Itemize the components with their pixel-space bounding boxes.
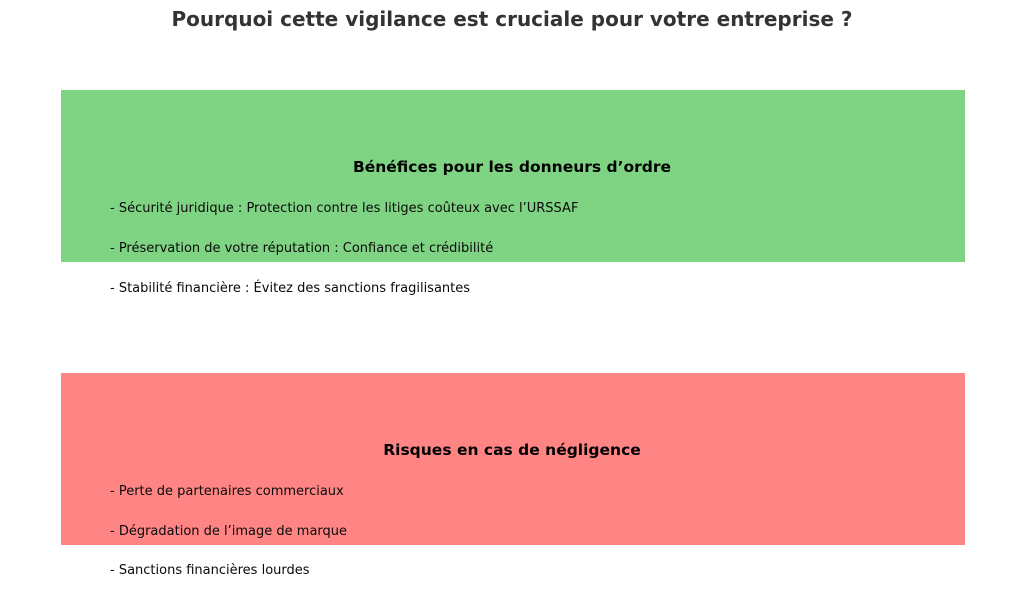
risks-item-1: - Perte de partenaires commerciaux bbox=[110, 484, 344, 499]
risks-item-3: - Sanctions financières lourdes bbox=[110, 563, 310, 578]
benefits-heading: Bénéfices pour les donneurs d’ordre bbox=[352, 158, 672, 176]
benefits-box bbox=[61, 90, 965, 262]
page-title: Pourquoi cette vigilance est cruciale po… bbox=[171, 7, 853, 31]
benefits-item-3: - Stabilité financière : Évitez des sanc… bbox=[110, 281, 471, 296]
benefits-item-2: - Préservation de votre réputation : Con… bbox=[110, 241, 494, 256]
risks-heading: Risques en cas de négligence bbox=[383, 441, 641, 459]
risks-box bbox=[61, 373, 965, 545]
risks-item-2: - Dégradation de l’image de marque bbox=[110, 524, 348, 539]
benefits-item-1: - Sécurité juridique : Protection contre… bbox=[110, 201, 579, 216]
